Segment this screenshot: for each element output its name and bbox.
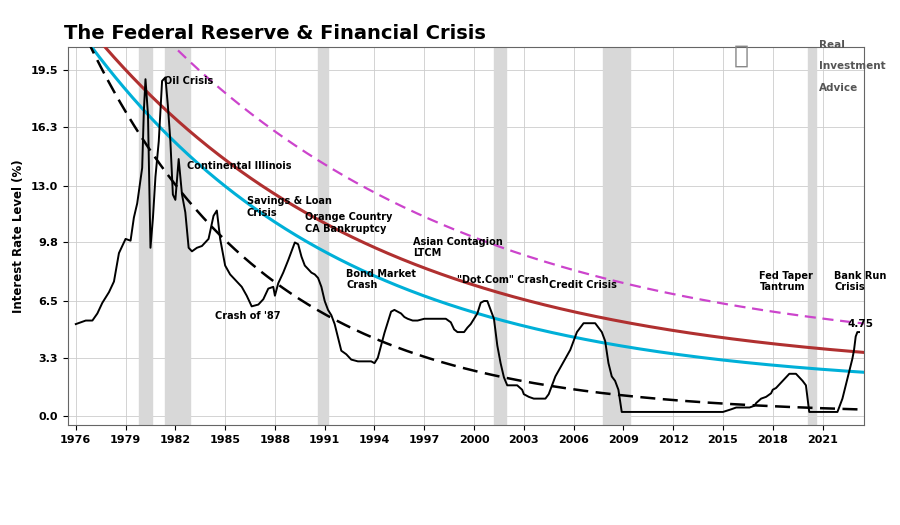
Y-axis label: Interest Rate Level (%): Interest Rate Level (%): [12, 160, 24, 313]
Text: Savings & Loan
Crisis: Savings & Loan Crisis: [247, 196, 331, 218]
Text: Bond Market
Crash: Bond Market Crash: [346, 269, 417, 290]
Text: Fed Taper
Tantrum: Fed Taper Tantrum: [760, 270, 814, 292]
Text: Crash of '87: Crash of '87: [215, 311, 281, 321]
Bar: [604, 47, 630, 425]
Text: The Federal Reserve & Financial Crisis: The Federal Reserve & Financial Crisis: [64, 24, 485, 43]
Text: Investment: Investment: [819, 61, 886, 71]
Text: Bank Run
Crisis: Bank Run Crisis: [834, 270, 886, 292]
Text: Advice: Advice: [819, 82, 859, 92]
Bar: [139, 47, 152, 425]
Text: Continental Illinois: Continental Illinois: [187, 162, 292, 172]
Bar: [166, 47, 190, 425]
Text: Real: Real: [819, 40, 845, 50]
Bar: [494, 47, 506, 425]
Text: "Dot.Com" Crash: "Dot.Com" Crash: [457, 275, 549, 285]
Text: 4.75: 4.75: [848, 319, 873, 329]
Bar: [318, 47, 328, 425]
Text: Orange Country
CA Bankruptcy: Orange Country CA Bankruptcy: [305, 212, 392, 234]
Text: 🦅: 🦅: [734, 44, 749, 68]
Text: Oil Crisis: Oil Crisis: [164, 76, 213, 86]
Text: Credit Crisis: Credit Crisis: [549, 280, 616, 290]
Text: Asian Contagion
LTCM: Asian Contagion LTCM: [413, 237, 502, 258]
Bar: [807, 47, 816, 425]
